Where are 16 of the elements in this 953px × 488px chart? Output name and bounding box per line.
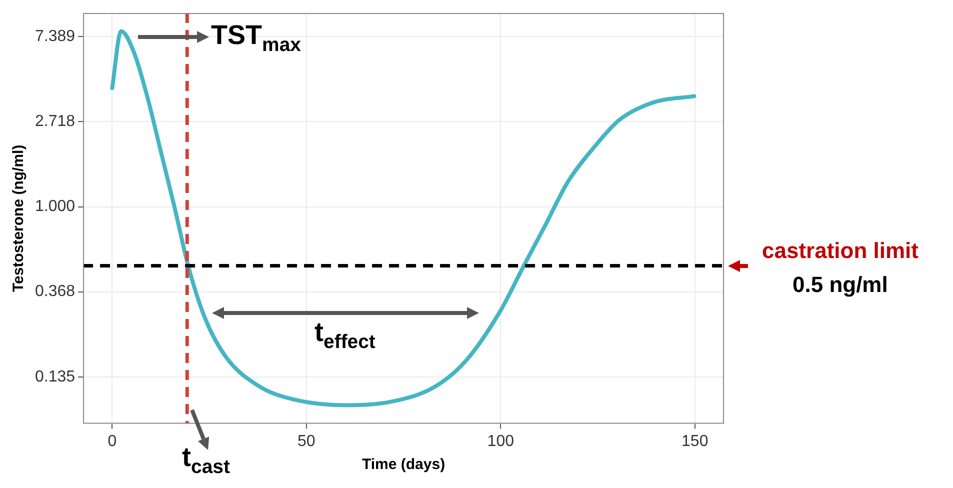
annotation: t$_{effect}$ xyxy=(314,317,376,353)
text: 0.5 ng/ml xyxy=(792,272,888,297)
y-axis-title: Testosterone (ng/ml) xyxy=(10,144,28,292)
x-tick-label: 100 xyxy=(487,432,514,450)
x-tick-label: 150 xyxy=(682,432,708,450)
annotation: TST$_{max}$ xyxy=(211,20,301,56)
ref-line-label: castration limit xyxy=(762,238,918,263)
y-tick-label: 1.000 xyxy=(34,198,76,216)
y-tick-label: 2.718 xyxy=(34,113,76,130)
x-tick-label: 0 xyxy=(108,432,117,450)
x-axis-title: Time (days) xyxy=(362,456,446,474)
y-tick-label: 7.389 xyxy=(34,28,76,46)
y-tick-label: 0.368 xyxy=(34,283,76,300)
x-tick-label: 50 xyxy=(298,432,316,450)
text: t$_{cast}$ xyxy=(182,442,230,478)
y-tick-label: 0.135 xyxy=(34,368,76,386)
